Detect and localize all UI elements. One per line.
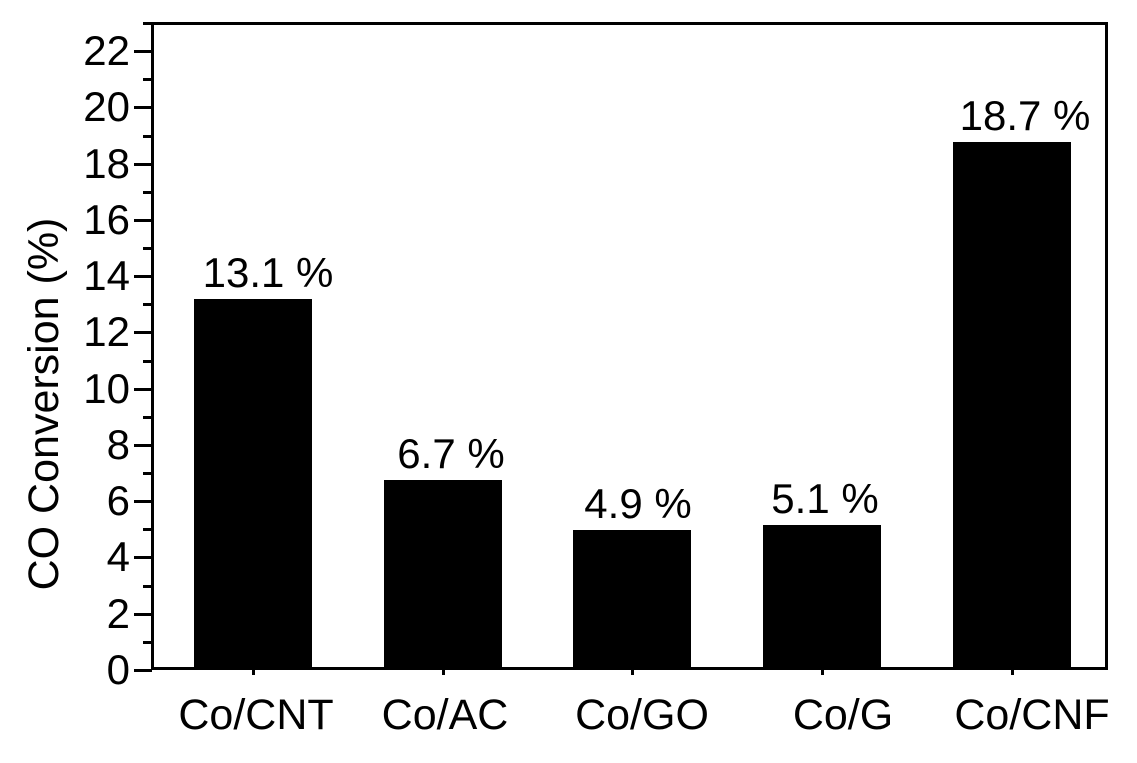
y-axis-minor-tick [143, 416, 152, 419]
y-axis-minor-tick [143, 472, 152, 475]
x-axis-category-label-co-go: Co/GO [575, 691, 709, 739]
x-axis-category-label-co-ac: Co/AC [381, 691, 509, 739]
x-axis-category-label-co-g: Co/G [792, 691, 894, 739]
y-axis-tick-label: 18 [83, 140, 130, 187]
y-axis-tick-label: 10 [83, 365, 130, 412]
y-axis-major-tick [134, 50, 152, 53]
bar-value-label-co-ac: 6.7 % [397, 430, 505, 477]
bar-co-cnt [194, 299, 312, 668]
y-axis-minor-tick [143, 22, 152, 25]
bar-value-label-co-cnf: 18.7 % [959, 92, 1091, 139]
bar-value-label-co-g: 5.1 % [771, 475, 879, 522]
y-axis-major-tick [134, 275, 152, 278]
y-axis-major-tick [134, 669, 152, 672]
bar-co-ac [384, 480, 502, 668]
x-axis-tick-co-ac [441, 670, 445, 675]
bar-co-g [763, 525, 881, 668]
y-axis-tick-label: 0 [106, 646, 130, 693]
y-axis-major-tick [134, 556, 152, 559]
y-axis-major-tick [134, 500, 152, 503]
y-axis-tick-label: 14 [83, 252, 130, 299]
y-axis-minor-tick [143, 585, 152, 588]
y-axis-tick-label: 16 [83, 196, 130, 243]
y-axis-tick-label: 20 [83, 83, 130, 130]
y-axis-tick-label: 2 [106, 590, 130, 637]
y-axis-minor-tick [143, 135, 152, 138]
y-axis-major-tick [134, 331, 152, 334]
x-axis-category-label-co-cnf: Co/CNF [954, 691, 1110, 739]
y-axis-major-tick [134, 388, 152, 391]
y-axis-tick-label: 6 [106, 477, 130, 524]
y-axis-major-tick [134, 444, 152, 447]
y-axis-minor-tick [143, 247, 152, 250]
y-axis-tick-label: 4 [106, 533, 130, 580]
y-axis-major-tick [134, 106, 152, 109]
x-axis-category-label-co-cnt: Co/CNT [178, 691, 334, 739]
y-axis-minor-tick [143, 191, 152, 194]
y-axis-minor-tick [143, 641, 152, 644]
y-axis-major-tick [134, 613, 152, 616]
y-axis-minor-tick [143, 78, 152, 81]
x-axis-tick-co-g [820, 670, 824, 675]
bar-value-label-co-cnt: 13.1 % [202, 249, 334, 296]
y-axis-minor-tick [143, 303, 152, 306]
y-axis-minor-tick [143, 528, 152, 531]
y-axis-major-tick [134, 219, 152, 222]
y-axis-minor-tick [143, 360, 152, 363]
bar-value-label-co-go: 4.9 % [584, 480, 692, 527]
x-axis-tick-co-cnf [1010, 670, 1014, 675]
bar-co-cnf [953, 142, 1071, 668]
x-axis-tick-co-go [630, 670, 634, 675]
bar-co-go [573, 530, 691, 668]
plot-area [151, 22, 1108, 670]
y-axis-major-tick [134, 163, 152, 166]
y-axis-tick-label: 8 [106, 421, 130, 468]
y-axis-tick-label: 22 [83, 27, 130, 74]
x-axis-tick-co-cnt [251, 670, 255, 675]
y-axis-tick-label: 12 [83, 308, 130, 355]
